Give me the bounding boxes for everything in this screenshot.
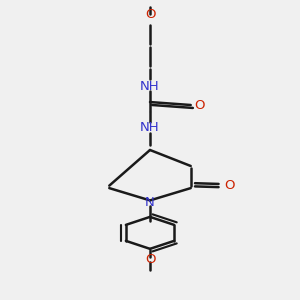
- Text: O: O: [194, 99, 205, 112]
- Text: O: O: [145, 8, 155, 21]
- Text: NH: NH: [140, 80, 160, 93]
- Text: N: N: [145, 196, 155, 209]
- Text: NH: NH: [140, 122, 160, 134]
- Text: O: O: [145, 254, 155, 266]
- Text: O: O: [224, 179, 235, 192]
